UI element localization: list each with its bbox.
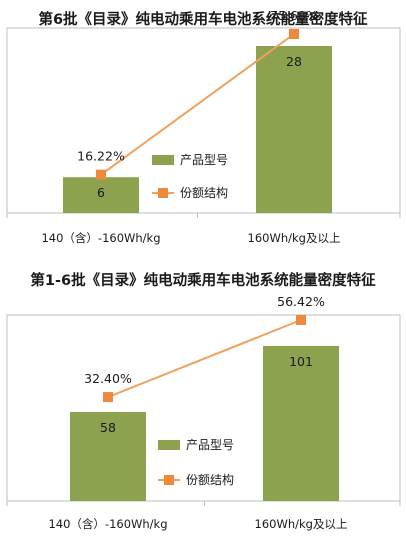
chart-panel-2: 第1-6批《目录》纯电动乘用车电池系统能量密度特征 58 101 32.40% 56.…	[0, 262, 406, 539]
chart-title: 第6批《目录》纯电动乘用车电池系统能量密度特征	[38, 12, 368, 28]
bar	[63, 177, 139, 213]
legend-line-marker	[158, 188, 168, 198]
x-tick-label: 140（含）-160Wh/kg	[41, 231, 160, 245]
bar-data-label: 58	[100, 420, 116, 435]
bar	[256, 46, 332, 213]
legend-bar-swatch	[152, 155, 174, 165]
bar	[70, 411, 146, 501]
line-point	[103, 392, 113, 403]
line-point	[296, 315, 306, 325]
chart-1-svg: 6 28 16.22% 75.68% 140（含）-160Wh/kg 160Wh/kg及以…	[6, 8, 401, 245]
legend-bar-label: 产品型号	[186, 438, 234, 452]
line-data-label: 16.22%	[77, 149, 125, 164]
chart-panel-1: 第6批《目录》纯电动乘用车电池系统能量密度特征 6 28 16.22% 75.68% 1…	[0, 0, 406, 262]
legend-bar-swatch	[158, 440, 180, 450]
legend-line-label: 份额结构	[186, 472, 234, 487]
bar-data-label: 101	[289, 354, 313, 369]
legend-line-marker	[164, 475, 174, 485]
share-line	[107, 319, 302, 398]
legend-line-label: 份额结构	[180, 185, 228, 200]
x-tick-label: 140（含）-160Wh/kg	[48, 517, 167, 531]
line-data-label: 75.68%	[270, 8, 318, 23]
share-line	[100, 33, 295, 176]
bar-data-label: 6	[97, 185, 105, 200]
x-tick-label: 160Wh/kg及以上	[248, 231, 341, 245]
legend-bar-label: 产品型号	[180, 153, 228, 167]
line-data-label: 32.40%	[84, 371, 132, 386]
bar	[263, 346, 339, 501]
bar-data-label: 28	[286, 54, 302, 69]
chart-2-svg: 58 101 32.40% 56.42% 140（含）-160Wh/kg 160Wh/kg…	[6, 294, 401, 531]
line-point	[96, 169, 106, 180]
line-data-label: 56.42%	[277, 294, 325, 309]
line-point	[289, 29, 299, 39]
x-tick-label: 160Wh/kg及以上	[255, 517, 348, 531]
chart-title: 第1-6批《目录》纯电动乘用车电池系统能量密度特征	[30, 273, 376, 289]
